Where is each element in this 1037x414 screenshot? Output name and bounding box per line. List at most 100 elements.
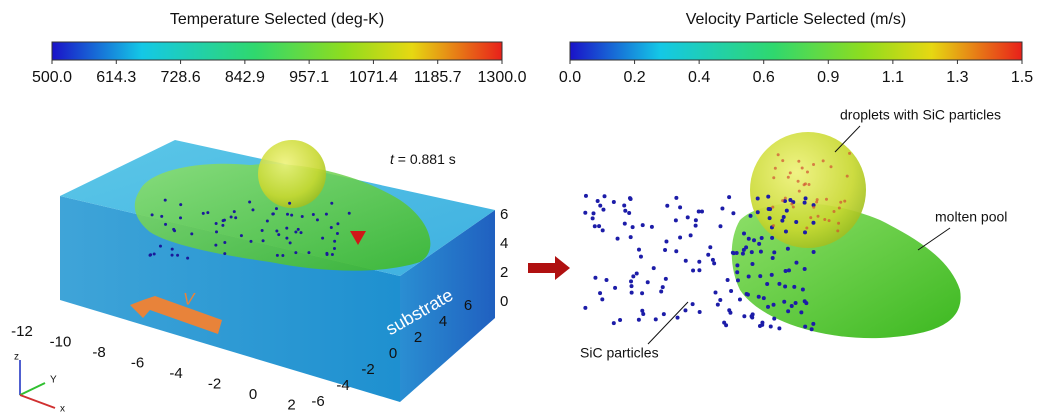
particle [629,284,634,289]
particle [593,275,598,280]
particle [782,299,787,304]
particle [724,323,729,328]
triad-z: z [14,352,19,363]
particle [802,266,807,271]
particle [277,233,281,237]
particle [604,277,609,282]
particle [172,227,176,231]
particle [697,268,702,273]
particle [321,236,325,240]
particle [740,251,745,256]
particle [275,229,279,233]
particle [590,216,595,221]
particle [186,256,190,260]
particle [796,179,800,183]
particle [809,327,814,332]
particle [824,197,828,201]
particle [848,151,852,155]
particle [598,203,603,208]
particle [781,159,785,163]
particle [823,217,827,221]
particle [746,274,751,279]
droplets-pointer [834,125,861,153]
particle [755,196,760,201]
particle [629,290,634,295]
particle [803,230,808,235]
particle [660,285,665,290]
particle [791,205,795,209]
y-tick-label: -4 [336,377,349,394]
particle [329,225,333,229]
particle [773,166,777,170]
triad-x: x [60,404,65,414]
particle [837,221,841,225]
velocity-tick-label: 0.9 [817,69,839,86]
particle [832,209,836,213]
temperature-tick-label: 842.9 [225,69,265,86]
triad-y-axis [19,382,46,396]
particle [232,210,236,214]
time-value: = 0.881 s [398,151,456,167]
particle [812,205,816,209]
particle [811,250,816,255]
particle [190,232,194,236]
particle [772,250,777,255]
particle [179,216,183,220]
particle [771,224,775,228]
x-tick-label: -12 [11,323,33,340]
particle [629,279,634,284]
particle [777,326,782,331]
particle [286,212,290,216]
particle [630,225,635,230]
particle [330,253,334,257]
particle [725,277,730,282]
particle [260,229,264,233]
y-tick-label: 2 [414,329,422,346]
x-tick-label: 0 [249,386,257,403]
particle [802,299,807,304]
droplet-large [750,132,866,248]
triad-y: Y [50,375,57,386]
particle [797,159,801,163]
particle [592,224,597,229]
particle [749,250,754,255]
particle [836,229,840,233]
particle [288,201,292,205]
particle [638,254,643,259]
particle [683,308,688,313]
particle [600,297,605,302]
particle [811,220,816,225]
particle [675,315,680,320]
particle [777,281,782,286]
particle [803,182,807,186]
particle [678,205,683,210]
particle [700,209,705,214]
particle [170,247,174,251]
particle [275,253,279,257]
particle [285,236,289,240]
particle [214,243,218,247]
particle [710,257,715,262]
temperature-tick-label: 1071.4 [349,69,398,86]
particle [294,230,298,234]
particle [837,206,841,210]
particle [744,292,749,297]
droplets-label: droplets with SiC particles [840,107,1001,123]
pool-pointer [917,227,951,251]
y-tick-label: -6 [311,393,324,410]
x-tick-label: -4 [169,365,182,382]
particle [750,315,755,320]
particle [248,200,252,204]
particle [750,261,755,266]
velocity-tick-label: 0.4 [688,69,710,86]
particle [742,314,747,319]
y-tick-label: 4 [439,313,447,330]
particle [815,200,819,204]
melt-pool [134,163,431,271]
velocity-symbol: V [183,289,196,308]
velocity-arrow [130,296,222,334]
particle [788,171,792,175]
particle [300,215,304,219]
particle [821,159,825,163]
particle [755,210,760,215]
